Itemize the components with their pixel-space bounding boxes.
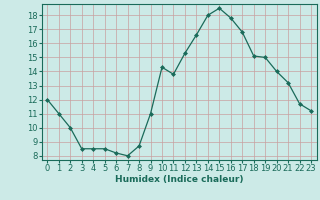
X-axis label: Humidex (Indice chaleur): Humidex (Indice chaleur) (115, 175, 244, 184)
